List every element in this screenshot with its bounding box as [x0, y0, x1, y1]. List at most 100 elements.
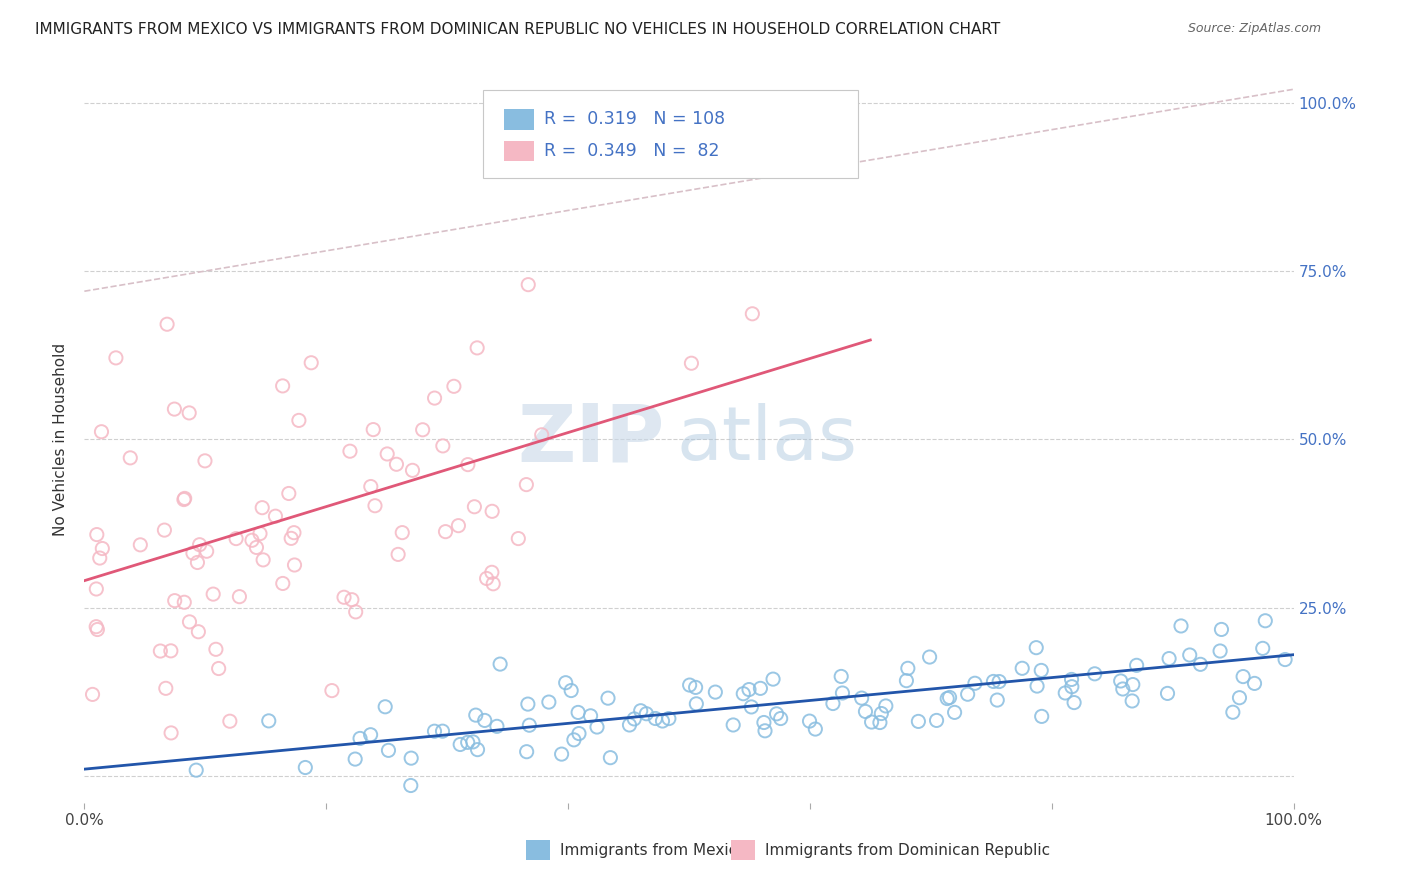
Point: [1274, 652, 1296, 666]
Point: [685, 681, 707, 695]
Point: [765, 706, 787, 721]
Point: [160, 644, 183, 658]
Point: [423, 724, 446, 739]
Point: [129, 538, 152, 552]
Point: [321, 683, 343, 698]
Point: [1060, 680, 1083, 694]
Point: [599, 750, 621, 764]
Point: [361, 423, 384, 437]
Bar: [526, 840, 550, 860]
Point: [831, 686, 853, 700]
Point: [375, 447, 398, 461]
Point: [596, 691, 619, 706]
Point: [249, 526, 271, 541]
Point: [252, 553, 274, 567]
Point: [1122, 677, 1144, 691]
Point: [155, 681, 177, 696]
Point: [568, 726, 591, 740]
Text: IMMIGRANTS FROM MEXICO VS IMMIGRANTS FROM DOMINICAN REPUBLIC NO VEHICLES IN HOUS: IMMIGRANTS FROM MEXICO VS IMMIGRANTS FRO…: [35, 22, 1001, 37]
Point: [91, 541, 114, 556]
Point: [721, 718, 744, 732]
Point: [257, 714, 280, 728]
Point: [280, 532, 302, 546]
Point: [519, 718, 541, 732]
Point: [187, 624, 209, 639]
Point: [986, 693, 1008, 707]
Point: [86, 582, 108, 596]
Point: [245, 541, 267, 555]
Point: [163, 402, 186, 417]
Point: [467, 742, 489, 756]
Point: [86, 623, 108, 637]
Point: [481, 504, 503, 518]
Point: [517, 277, 540, 292]
Point: [508, 532, 530, 546]
Point: [149, 644, 172, 658]
Point: [202, 587, 225, 601]
Point: [1011, 661, 1033, 675]
Point: [86, 527, 108, 541]
Point: [740, 700, 762, 714]
Point: [630, 704, 652, 718]
Bar: [731, 840, 755, 860]
Point: [644, 711, 666, 725]
Point: [1025, 640, 1047, 655]
Point: [463, 500, 485, 514]
Point: [264, 509, 287, 524]
Point: [651, 714, 673, 728]
Point: [586, 720, 609, 734]
Point: [250, 500, 273, 515]
Point: [240, 533, 263, 548]
Point: [457, 458, 479, 472]
Point: [1254, 614, 1277, 628]
Point: [364, 499, 387, 513]
Point: [799, 714, 821, 728]
Text: R =  0.319   N = 108: R = 0.319 N = 108: [544, 111, 725, 128]
Point: [804, 722, 827, 736]
Point: [938, 690, 960, 705]
Point: [762, 672, 785, 686]
Point: [443, 379, 465, 393]
Point: [1229, 690, 1251, 705]
Point: [983, 674, 1005, 689]
Point: [1251, 641, 1274, 656]
Point: [179, 406, 201, 420]
Point: [339, 444, 361, 458]
Point: [623, 712, 645, 726]
Point: [1112, 681, 1135, 696]
Point: [432, 439, 454, 453]
Point: [1084, 666, 1107, 681]
Point: [464, 708, 486, 723]
Point: [277, 486, 299, 500]
Point: [678, 678, 700, 692]
Point: [156, 317, 179, 331]
Point: [1170, 619, 1192, 633]
Point: [516, 745, 538, 759]
Point: [432, 724, 454, 739]
Point: [385, 457, 408, 471]
Point: [457, 735, 479, 749]
Point: [988, 674, 1011, 689]
Point: [619, 718, 641, 732]
Point: [851, 691, 873, 706]
FancyBboxPatch shape: [484, 90, 858, 178]
Point: [752, 715, 775, 730]
Point: [1209, 644, 1232, 658]
Text: Immigrants from Dominican Republic: Immigrants from Dominican Republic: [765, 843, 1050, 857]
Point: [195, 544, 218, 558]
Point: [163, 593, 186, 607]
Point: [205, 642, 228, 657]
Point: [481, 566, 503, 580]
Point: [1178, 648, 1201, 662]
Point: [218, 714, 240, 729]
Point: [636, 706, 658, 721]
Point: [1109, 673, 1132, 688]
Point: [1063, 696, 1085, 710]
Point: [738, 682, 761, 697]
Point: [271, 379, 294, 393]
Point: [173, 491, 195, 506]
Point: [153, 523, 176, 537]
Point: [173, 595, 195, 609]
Point: [515, 477, 537, 491]
Point: [474, 714, 496, 728]
